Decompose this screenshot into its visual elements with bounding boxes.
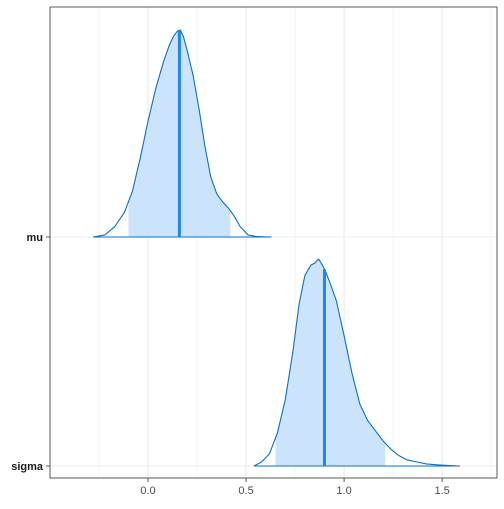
y-tick-label-mu: mu: [27, 232, 44, 244]
density-outline-mu: [93, 29, 272, 238]
x-tick-label-0: 0.0: [140, 485, 155, 497]
axis-layer: 0.0 0.5 1.0 1.5 mu sigma: [11, 232, 450, 497]
ridge-layer: [93, 29, 460, 467]
x-tick-label-2: 1.0: [336, 485, 351, 497]
x-tick-label-3: 1.5: [434, 485, 449, 497]
panel-border: [49, 6, 498, 479]
x-tick-label-1: 0.5: [238, 485, 253, 497]
density-outline-sigma: [253, 258, 460, 467]
interval-fill-sigma: [275, 259, 386, 466]
ridge-sigma: [253, 258, 460, 467]
grid-layer: [50, 7, 497, 478]
y-tick-label-sigma: sigma: [11, 461, 44, 473]
ridge-mu: [93, 29, 272, 238]
